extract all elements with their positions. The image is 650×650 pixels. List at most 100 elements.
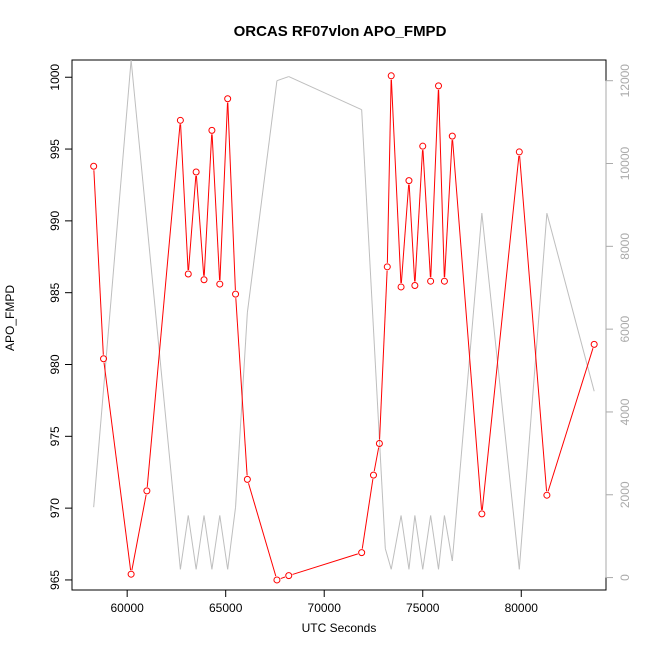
secondary-segment	[414, 515, 424, 570]
primary-segment	[422, 150, 431, 278]
data-point	[358, 549, 366, 557]
data-point	[440, 277, 448, 285]
data-point	[387, 72, 395, 80]
data-point	[243, 475, 251, 483]
secondary-segment	[179, 515, 189, 570]
secondary-segment	[195, 515, 205, 570]
data-point	[176, 116, 184, 124]
x-axis: 60000 65000 70000 75000 80000	[110, 589, 539, 615]
secondary-segment	[408, 515, 416, 570]
x-tick-label: 65000	[209, 601, 243, 615]
secondary-segment	[481, 213, 520, 570]
data-point	[397, 283, 405, 291]
primary-segment	[430, 89, 439, 278]
data-point	[411, 282, 419, 290]
primary-segment	[203, 134, 213, 276]
y-axis-label: APO_FMPD	[3, 285, 17, 351]
secondary-segment	[438, 515, 445, 570]
primary-segment	[547, 348, 594, 492]
primary-segment	[280, 576, 286, 580]
primary-segment	[188, 175, 197, 271]
secondary-segment	[130, 59, 181, 570]
primary-segment	[373, 447, 380, 472]
y-tick-label: 975	[48, 426, 62, 446]
y-tick-label: 965	[48, 570, 62, 590]
data-point	[590, 340, 598, 348]
secondary-series	[93, 59, 595, 570]
secondary-segment	[227, 507, 237, 570]
y-tick-label: 1000	[48, 64, 62, 91]
data-point	[200, 276, 208, 284]
primary-segment	[211, 134, 221, 281]
data-point	[232, 290, 240, 298]
y-tick-label: 985	[48, 282, 62, 302]
primary-segment	[408, 184, 416, 282]
primary-segment	[414, 150, 424, 282]
primary-segment	[248, 483, 277, 577]
data-point	[448, 132, 456, 140]
secondary-segment	[361, 109, 386, 549]
secondary-segment	[211, 515, 221, 570]
secondary-segment	[443, 515, 453, 562]
data-point	[375, 439, 383, 447]
x-tick-label: 70000	[308, 601, 342, 615]
secondary-segment	[288, 76, 362, 111]
data-point	[216, 280, 224, 288]
y2-tick-label: 4000	[618, 398, 632, 425]
data-point	[435, 82, 443, 90]
primary-segment	[379, 270, 388, 440]
secondary-segment	[219, 515, 229, 570]
y-tick-label: 990	[48, 211, 62, 231]
primary-segment	[481, 155, 520, 510]
data-point	[273, 576, 281, 584]
primary-segment	[519, 155, 548, 492]
x-tick-label: 80000	[505, 601, 539, 615]
secondary-segment	[235, 312, 248, 508]
secondary-segment	[422, 515, 432, 570]
secondary-segment	[384, 548, 392, 570]
data-point	[543, 491, 551, 499]
y2-axis: 0 2000 4000 6000 8000 10000 12000	[605, 64, 632, 581]
y2-tick-label: 2000	[618, 481, 632, 508]
secondary-segment	[518, 213, 548, 570]
secondary-segment	[187, 515, 197, 570]
data-point	[515, 148, 523, 156]
primary-segment	[235, 298, 248, 476]
secondary-segment	[93, 59, 132, 508]
primary-segment	[195, 175, 205, 276]
primary-segment	[180, 124, 189, 271]
primary-segment	[131, 494, 147, 571]
data-point	[419, 142, 427, 150]
secondary-segment	[246, 80, 278, 313]
x-tick-label: 60000	[110, 601, 144, 615]
data-point	[208, 126, 216, 134]
data-point	[224, 95, 232, 103]
secondary-segment	[451, 213, 483, 562]
x-tick-label: 75000	[406, 601, 440, 615]
primary-segment	[93, 170, 104, 355]
data-point	[285, 572, 293, 580]
primary-segment	[386, 79, 392, 263]
primary-segment	[361, 478, 374, 549]
primary-segment	[292, 553, 358, 575]
data-point	[192, 168, 200, 176]
y2-tick-label: 8000	[618, 233, 632, 260]
primary-segment	[400, 184, 410, 283]
data-point	[427, 277, 435, 285]
y-tick-label: 970	[48, 498, 62, 518]
plot-frame	[71, 59, 607, 591]
primary-series	[90, 72, 598, 584]
primary-segment	[219, 102, 228, 281]
data-point	[143, 487, 151, 495]
x-axis-label: UTC Seconds	[302, 621, 377, 635]
primary-segment	[390, 79, 402, 283]
chart-title: ORCAS RF07vlon APO_FMPD	[234, 23, 447, 40]
secondary-segment	[276, 76, 289, 82]
y2-tick-label: 0	[618, 574, 632, 581]
data-point	[100, 355, 108, 363]
secondary-segment	[390, 515, 402, 570]
data-point	[127, 570, 135, 578]
primary-segment	[452, 140, 483, 510]
data-point	[478, 510, 486, 518]
